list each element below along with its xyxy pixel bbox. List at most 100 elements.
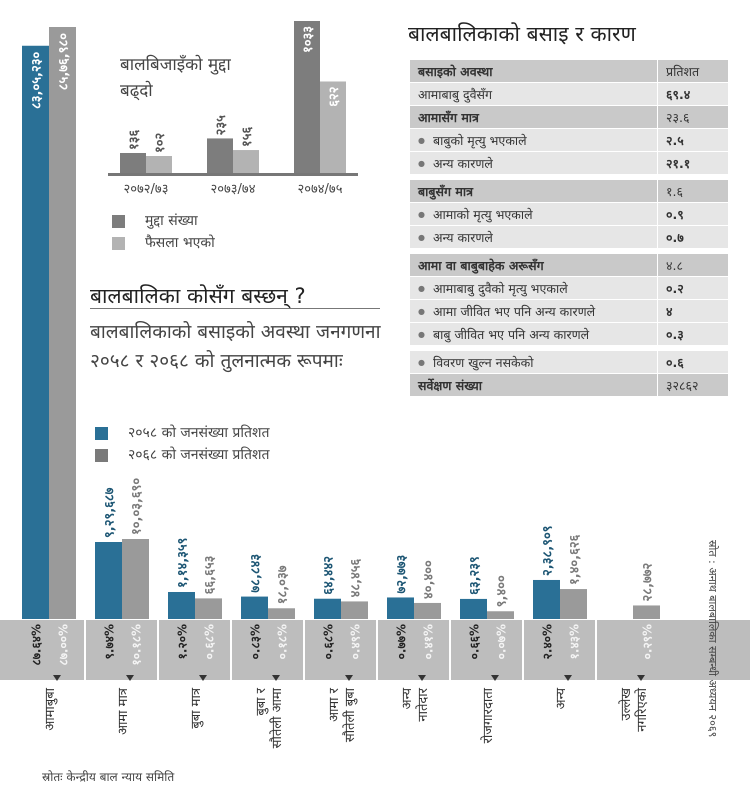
- category-pointer: [637, 675, 645, 681]
- table-row: आमा जीवित भए पनि अन्य कारणले ४: [410, 300, 728, 323]
- bar-percent-label: ०.४९%: [349, 624, 363, 659]
- bar-value-label: ६६,६५३: [203, 555, 218, 594]
- bar-2068: [341, 601, 368, 619]
- main-chart-title: बालबालिका कोसँग बस्छन् ?: [90, 284, 306, 308]
- category-label: आमा र: [327, 687, 342, 722]
- table-row: आमाबाबु दुवैको मृत्यु भएकाले ०.२: [410, 277, 728, 300]
- inset-category-label: २०७४/७५: [298, 182, 343, 197]
- bar-value-label: ६४,४४२: [322, 556, 337, 595]
- category-label: अन्य: [400, 688, 415, 710]
- row-label: आमा जीवित भए पनि अन्य कारणले: [410, 300, 657, 322]
- category-label: रोजगारदाता: [480, 687, 496, 743]
- row-value: ३२८६२: [657, 374, 728, 396]
- percent-band: [0, 620, 750, 680]
- inset-legend-item-verdict: फैसला भएको: [112, 232, 215, 254]
- table-row: बाबुको मृत्यु भएकाले २.५: [410, 129, 728, 152]
- inset-bar: [120, 152, 146, 173]
- inset-value-label: १०२: [153, 132, 168, 153]
- category-pointer: [199, 675, 207, 681]
- category-label: आमा मात्र: [116, 687, 131, 735]
- bar-value-label: ८५,७६,९८०: [57, 33, 72, 90]
- table-row: अन्य कारणले २१.१: [410, 152, 728, 175]
- bar-2058: [314, 598, 341, 619]
- inset-category-label: २०७३/७४: [211, 182, 256, 197]
- row-value: २३.६: [657, 106, 728, 128]
- inset-chart-title: बालबिजाइँको मुद्दा बढ्दो: [120, 55, 231, 101]
- row-value: ०.३: [657, 323, 728, 345]
- row-value: ४.८: [657, 254, 728, 276]
- table-header-value: प्रतिशत: [657, 60, 728, 82]
- bar-percent-label: ८७.००%: [57, 624, 71, 666]
- inset-legend-label-cases: मुद्दा संख्या: [145, 213, 198, 229]
- table-gap: [410, 175, 728, 180]
- row-label: अन्य कारणले: [410, 152, 657, 174]
- inset-baseline: [108, 173, 358, 176]
- table-row: आमाबाबु दुवैसँग ६९.४: [410, 83, 728, 106]
- main-legend: २०५८ को जनसंख्या प्रतिशत २०६८ को जनसंख्य…: [95, 422, 269, 466]
- main-chart-subtitle: बालबालिकाको बसाइको अवस्था जनगणना २०५८ र …: [90, 321, 381, 372]
- bar-value-label: १,१४,३५९: [176, 538, 191, 588]
- legend-item-2068: २०६८ को जनसंख्या प्रतिशत: [95, 444, 269, 466]
- row-value: ०.६: [657, 351, 728, 373]
- category-label: नगरिएको: [634, 687, 650, 731]
- reason-table: बसाइको अवस्था प्रतिशत आमाबाबु दुवैसँग ६९…: [410, 60, 728, 397]
- bar-percent-label: ०.७७%: [395, 624, 409, 659]
- inset-value-label: २३५: [214, 115, 229, 136]
- bar-value-label: १८,०३७: [276, 565, 291, 604]
- row-value: २१.१: [657, 152, 728, 174]
- category-pointer: [564, 675, 572, 681]
- row-label: बाबुसँग मात्र: [418, 183, 473, 199]
- inset-bar: [320, 81, 346, 173]
- bar-2068: [414, 602, 441, 619]
- bar-percent-label: ०.२९%: [641, 624, 655, 659]
- inset-bar: [146, 156, 172, 173]
- table-row: आमा वा बाबुबाहेक अरूसँग ४.८: [410, 254, 728, 277]
- bar-2068: [268, 608, 295, 619]
- title-underline: [90, 308, 380, 309]
- table-gap: [410, 249, 728, 254]
- legend-swatch-2068: [95, 448, 108, 462]
- bar-percent-label: १.४३%: [568, 624, 582, 659]
- row-label: अन्य कारणले: [410, 226, 657, 248]
- category-pointer: [491, 675, 499, 681]
- bar-percent-label: ९.७४%: [103, 624, 117, 659]
- bar-value-label: २८,७७२: [641, 562, 656, 601]
- inset-bar: [207, 138, 233, 173]
- bar-2068: [49, 27, 76, 619]
- side-source-note: स्रोत : अनाथ बालबालिका सम्बन्धी अध्ययन २…: [706, 540, 719, 738]
- bar-value-label: ८३,०५,२३०: [30, 52, 45, 109]
- bar-percent-label: ८७.६४%: [30, 624, 44, 666]
- category-pointer: [345, 675, 353, 681]
- bar-2068: [122, 539, 149, 619]
- legend-label-2058: २०५८ को जनसंख्या प्रतिशत: [128, 425, 270, 441]
- row-label: आमासँग मात्र: [418, 109, 479, 125]
- category-pointer: [126, 675, 134, 681]
- table-row: आमाको मृत्यु भएकाले ०.९: [410, 203, 728, 226]
- bar-value-label: ९,४००: [495, 575, 510, 607]
- table-row: सर्वेक्षण संख्या ३२८६२: [410, 374, 728, 397]
- inset-swatch-cases: [112, 214, 125, 228]
- inset-value-label: १५६: [240, 127, 255, 148]
- row-value: ०.२: [657, 277, 728, 299]
- bar-percent-label: ०.६८%: [322, 624, 336, 659]
- bar-2058: [533, 579, 560, 619]
- bar-value-label: ९,२९,६८७: [103, 487, 118, 538]
- table-row: आमासँग मात्र २३.६: [410, 106, 728, 129]
- table-title: बालबालिकाको बसाइ र कारण: [408, 22, 636, 46]
- table-row: बाबुसँग मात्र १.६: [410, 180, 728, 203]
- table-row: विवरण खुल्न नसकेको ०.६: [410, 351, 728, 374]
- bar-value-label: १०,०३,६९०: [130, 478, 145, 535]
- inset-bar: [294, 21, 320, 173]
- category-label: उल्लेख: [618, 688, 634, 721]
- bar-percent-label: ०.६६%: [468, 624, 482, 659]
- inset-value-label: १०३३: [301, 26, 316, 53]
- row-label: आमाबाबु दुवैसँग: [418, 86, 493, 102]
- category-label: अन्य: [554, 688, 569, 710]
- category-pointer: [53, 675, 61, 681]
- category-label: सौतेली बुबा: [342, 687, 358, 742]
- category-pointer: [418, 675, 426, 681]
- bar-2058: [241, 596, 268, 619]
- inset-value-label: ६२२: [327, 86, 342, 107]
